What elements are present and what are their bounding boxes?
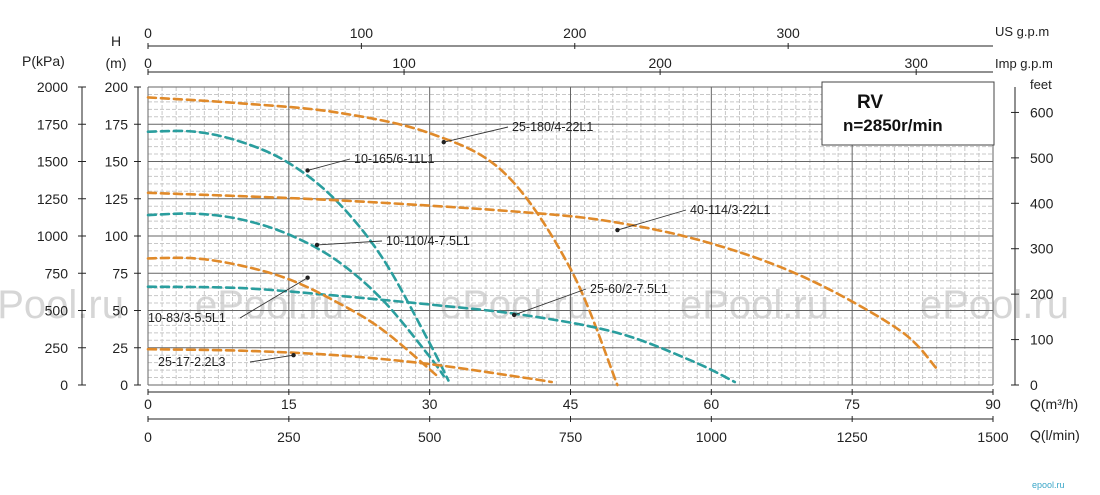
- label-10-83/3-5.5L1: 10-83/3-5.5L1: [148, 311, 226, 325]
- q-lmin-tick-label: 1250: [837, 429, 868, 445]
- curve-10-110/4-7.5L1: [146, 212, 446, 378]
- feet-axis-label: feet: [1030, 77, 1052, 92]
- curve-25-180/4-22L1: [146, 96, 619, 387]
- pressure-axis-label: P(kPa): [22, 53, 65, 69]
- q-m3h-tick-label: 15: [281, 396, 297, 412]
- curves: [146, 96, 938, 387]
- q-lmin-tick-label: 0: [144, 429, 152, 445]
- pressure-tick-label: 1750: [37, 116, 68, 132]
- head-tick-label: 200: [105, 79, 129, 95]
- pressure-tick-label: 1000: [37, 228, 68, 244]
- curve-10-83/3-5.5L1: [146, 256, 441, 379]
- label-10-165/6-11L1: 10-165/6-11L1: [354, 152, 434, 166]
- feet-tick-label: 600: [1030, 104, 1054, 120]
- q-lmin-tick-label: 500: [418, 429, 442, 445]
- q-lmin-tick-label: 1500: [977, 429, 1008, 445]
- label-marker-10-83/3-5.5L1: [305, 275, 310, 280]
- legend-box: RV n=2850r/min: [821, 81, 995, 146]
- watermark-0: ePool.ru: [0, 283, 124, 327]
- label-leader-25-180/4-22L1: [443, 126, 509, 143]
- label-marker-25-180/4-22L1: [441, 139, 446, 145]
- label-25-180/4-22L1: 25-180/4-22L1: [512, 120, 593, 134]
- label-marker-25-60/2-7.5L1: [511, 312, 517, 318]
- label-leader-25-60/2-7.5L1: [514, 288, 587, 316]
- pressure-tick-label: 1250: [37, 191, 68, 207]
- label-marker-25-17-2.2L3: [291, 353, 296, 358]
- feet-tick-label: 500: [1030, 150, 1054, 166]
- imp-gpm-tick-label: 0: [144, 55, 152, 71]
- q-lmin-axis-label: Q(l/min): [1030, 427, 1080, 443]
- pressure-tick-label: 750: [45, 265, 69, 281]
- label-marker-40-114/3-22L1: [615, 227, 620, 233]
- us-gpm-tick-label: 200: [563, 25, 587, 41]
- head-tick-label: 175: [105, 116, 129, 132]
- label-10-110/4-7.5L1: 10-110/4-7.5L1: [386, 234, 470, 248]
- q-m3h-tick-label: 60: [704, 396, 720, 412]
- curve-25-60/2-7.5L1: [146, 285, 737, 384]
- feet-tick-label: 100: [1030, 332, 1054, 348]
- label-marker-10-165/6-11L1: [305, 168, 310, 173]
- us-gpm-tick-label: 300: [776, 25, 800, 41]
- head-tick-label: 125: [105, 191, 129, 207]
- label-leader-10-165/6-11L1: [307, 158, 351, 171]
- label-leader-10-83/3-5.5L1: [239, 277, 308, 319]
- label-25-60/2-7.5L1: 25-60/2-7.5L1: [590, 282, 668, 296]
- chart-subtitle: n=2850r/min: [843, 116, 943, 135]
- us-gpm-tick-label: 0: [144, 25, 152, 41]
- imp-gpm-tick-label: 200: [648, 55, 672, 71]
- head-tick-label: 50: [112, 303, 128, 319]
- chart-title: RV: [857, 92, 883, 113]
- us-gpm-tick-label: 100: [350, 25, 374, 41]
- head-tick-label: 0: [120, 377, 128, 393]
- label-marker-10-110/4-7.5L1: [314, 242, 320, 248]
- head-tick-label: 25: [112, 340, 128, 356]
- watermark-3: ePool.ru: [680, 283, 829, 327]
- feet-tick-label: 300: [1030, 241, 1054, 257]
- label-leader-40-114/3-22L1: [617, 209, 687, 231]
- axes: 0 15 30 45 60 75 90 Q(m³/h)0 250 500 750 1000 1250 15…: [22, 24, 1080, 445]
- q-lmin-tick-label: 750: [559, 429, 583, 445]
- q-lmin-tick-label: 1000: [696, 429, 727, 445]
- q-m3h-tick-label: 75: [844, 396, 860, 412]
- legend-box-frame: [821, 81, 995, 146]
- head-tick-label: 75: [112, 265, 128, 281]
- label-40-114/3-22L1: 40-114/3-22L1: [690, 203, 770, 217]
- pressure-tick-label: 0: [60, 377, 68, 393]
- imp-gpm-tick-label: 100: [392, 55, 416, 71]
- label-leader-25-17-2.2L3: [249, 354, 294, 363]
- curve-25-17-2.2L3: [146, 347, 553, 384]
- pressure-tick-label: 2000: [37, 79, 68, 95]
- pressure-tick-label: 1500: [37, 154, 68, 170]
- label-leader-10-110/4-7.5L1: [316, 240, 383, 246]
- head-axis-unit: (m): [106, 55, 127, 71]
- head-axis-label: H: [111, 33, 121, 49]
- q-m3h-tick-label: 30: [422, 396, 438, 412]
- us-gpm-axis-label: US g.p.m: [995, 24, 1049, 39]
- pressure-tick-label: 250: [45, 340, 69, 356]
- head-tick-label: 150: [105, 154, 129, 170]
- curve-40-114/3-22L1: [146, 191, 938, 370]
- q-m3h-tick-label: 45: [563, 396, 579, 412]
- pressure-tick-label: 500: [45, 303, 69, 319]
- imp-gpm-axis-label: Imp g.p.m: [995, 56, 1053, 71]
- q-m3h-tick-label: 90: [985, 396, 1001, 412]
- feet-tick-label: 400: [1030, 195, 1054, 211]
- q-lmin-tick-label: 250: [277, 429, 301, 445]
- curve-10-165/6-11L1: [146, 129, 450, 382]
- brand-logo-text: epool.ru: [1032, 480, 1065, 490]
- label-25-17-2.2L3: 25-17-2.2L3: [158, 355, 225, 369]
- imp-gpm-tick-label: 300: [905, 55, 929, 71]
- feet-tick-label: 0: [1030, 377, 1038, 393]
- q-m3h-tick-label: 0: [144, 396, 152, 412]
- q-m3h-axis-label: Q(m³/h): [1030, 396, 1078, 412]
- watermark-4: ePool.ru: [920, 283, 1069, 327]
- feet-tick-label: 200: [1030, 286, 1054, 302]
- head-tick-label: 100: [105, 228, 129, 244]
- curve-labels: 25-180/4-22L1 10-165/6-11L1 40-114/3-22L1 1…: [148, 120, 770, 369]
